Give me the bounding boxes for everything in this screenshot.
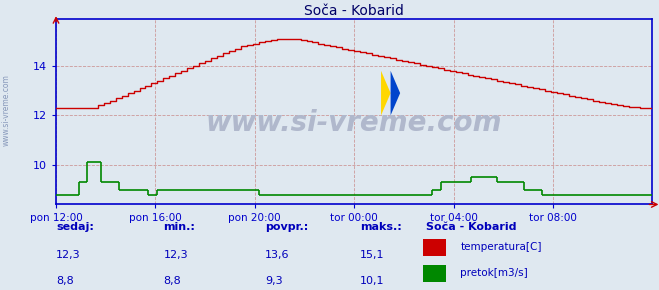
Text: 10,1: 10,1 bbox=[360, 276, 385, 286]
Text: www.si-vreme.com: www.si-vreme.com bbox=[2, 74, 11, 146]
Text: 12,3: 12,3 bbox=[163, 250, 188, 260]
Polygon shape bbox=[391, 71, 400, 115]
Text: temperatura[C]: temperatura[C] bbox=[461, 242, 542, 252]
Text: Soča - Kobarid: Soča - Kobarid bbox=[426, 222, 516, 232]
Text: 12,3: 12,3 bbox=[56, 250, 80, 260]
Bar bbox=[423, 239, 446, 256]
Text: pretok[m3/s]: pretok[m3/s] bbox=[461, 268, 528, 278]
Text: 15,1: 15,1 bbox=[360, 250, 385, 260]
Polygon shape bbox=[381, 71, 391, 115]
Text: www.si-vreme.com: www.si-vreme.com bbox=[206, 109, 502, 137]
Text: sedaj:: sedaj: bbox=[56, 222, 94, 232]
Bar bbox=[423, 265, 446, 282]
Text: maks.:: maks.: bbox=[360, 222, 402, 232]
Text: povpr.:: povpr.: bbox=[265, 222, 308, 232]
Text: 8,8: 8,8 bbox=[163, 276, 181, 286]
Text: 8,8: 8,8 bbox=[56, 276, 74, 286]
Text: 9,3: 9,3 bbox=[265, 276, 282, 286]
Text: min.:: min.: bbox=[163, 222, 195, 232]
Title: Soča - Kobarid: Soča - Kobarid bbox=[304, 4, 404, 18]
Text: 13,6: 13,6 bbox=[265, 250, 289, 260]
